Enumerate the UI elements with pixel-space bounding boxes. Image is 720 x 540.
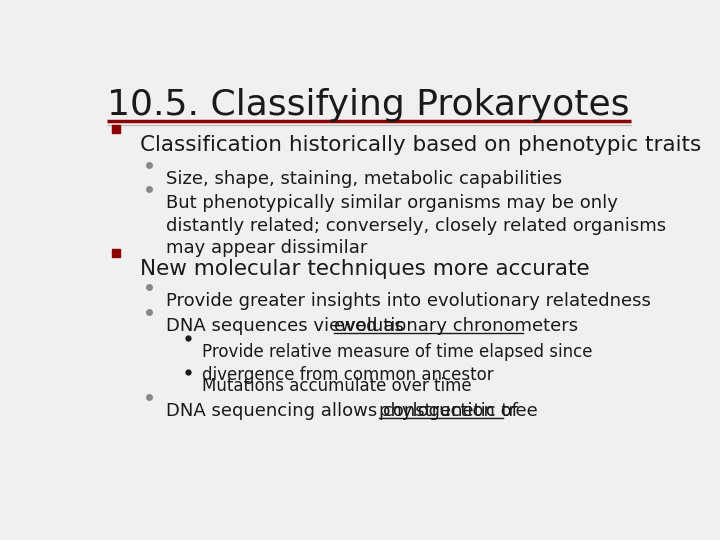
Text: phylogenetic tree: phylogenetic tree	[379, 402, 538, 421]
Text: But phenotypically similar organisms may be only
distantly related; conversely, : But phenotypically similar organisms may…	[166, 194, 666, 258]
Text: Provide relative measure of time elapsed since
divergence from common ancestor: Provide relative measure of time elapsed…	[202, 343, 592, 384]
Text: 10.5. Classifying Prokaryotes: 10.5. Classifying Prokaryotes	[107, 87, 629, 122]
Text: Provide greater insights into evolutionary relatedness: Provide greater insights into evolutiona…	[166, 292, 651, 310]
Text: Size, shape, staining, metabolic capabilities: Size, shape, staining, metabolic capabil…	[166, 170, 562, 187]
Text: Mutations accumulate over time: Mutations accumulate over time	[202, 377, 471, 395]
Text: Classification historically based on phenotypic traits: Classification historically based on phe…	[140, 136, 701, 156]
Text: New molecular techniques more accurate: New molecular techniques more accurate	[140, 259, 590, 279]
Text: DNA sequences viewed as: DNA sequences viewed as	[166, 317, 410, 335]
Text: evolutionary chronometers: evolutionary chronometers	[334, 317, 579, 335]
Text: DNA sequencing allows construction of: DNA sequencing allows construction of	[166, 402, 523, 421]
